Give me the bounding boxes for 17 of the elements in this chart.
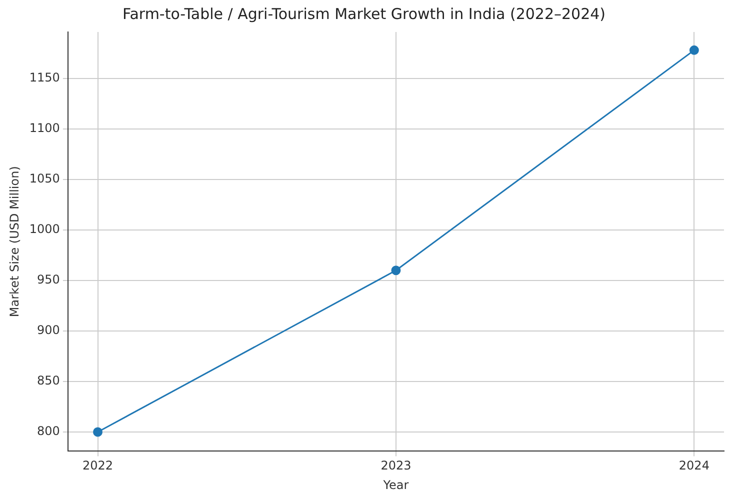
y-tick-label: 1000	[29, 222, 60, 236]
x-axis-title: Year	[382, 478, 409, 492]
y-tick-label: 1100	[29, 121, 60, 136]
y-tick-label: 950	[37, 272, 60, 287]
x-tick-label: 2023	[380, 458, 412, 473]
y-tick-label: 800	[37, 424, 60, 438]
x-tick-label: 2024	[678, 458, 710, 473]
y-tick-label: 1050	[29, 172, 60, 186]
y-tick-label: 1150	[29, 70, 60, 85]
y-tick-label: 900	[37, 323, 60, 338]
x-tick-label: 2022	[82, 458, 114, 473]
point	[93, 427, 103, 437]
point	[391, 266, 401, 276]
point	[689, 45, 699, 55]
chart-title: Farm-to-Table / Agri-Tourism Market Growth in India (2022–2024)	[122, 4, 606, 23]
y-tick-label: 850	[37, 374, 60, 388]
y-axis-title: Market Size (USD Million)	[7, 166, 22, 318]
